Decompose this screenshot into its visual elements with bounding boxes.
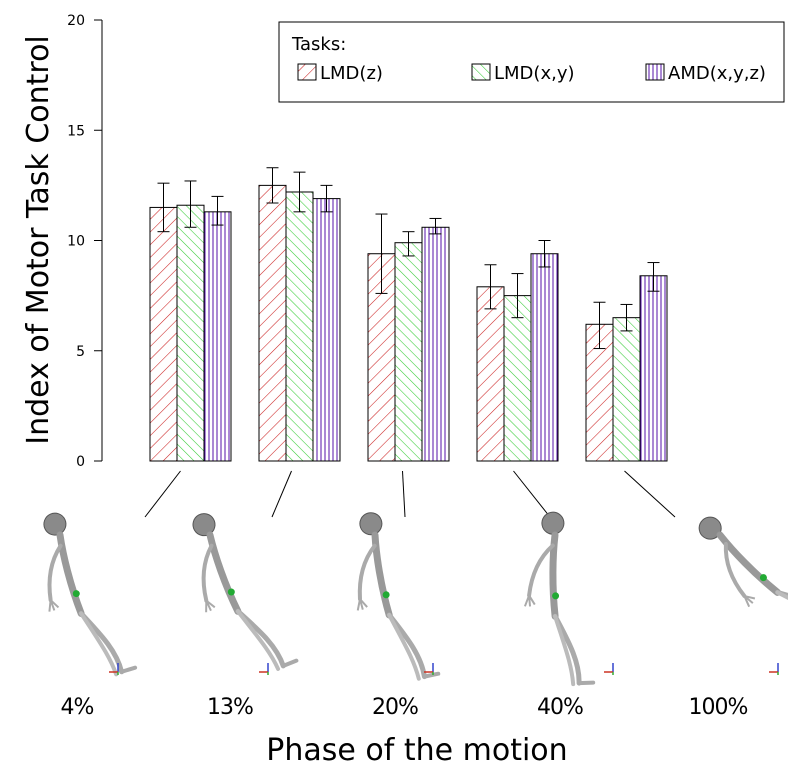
- skeleton-figure-icon: [162, 509, 296, 688]
- phase-labels: 4% 13% 20% 40% 100%: [61, 695, 749, 720]
- bar-AMD(x,y,z)-40%: [530, 253, 559, 462]
- legend: Tasks: LMD(z) LMD(x,y) AMD(x,y,z): [278, 21, 785, 103]
- phase-label: 4%: [61, 695, 94, 720]
- bar-LMD(x,y)-4%: [176, 204, 205, 462]
- pointer-line: [513, 470, 551, 518]
- bar-LMD(x,y)-40%: [503, 295, 532, 462]
- legend-label: LMD(z): [320, 63, 383, 84]
- coordinate-axes-icon: [603, 662, 614, 676]
- skeleton-figure-icon: [328, 509, 439, 692]
- y-tick-label: 10: [67, 234, 85, 250]
- skeleton-illustrations: [12, 509, 788, 692]
- y-axis-ticks: 0 5 10 15 20: [67, 13, 102, 470]
- bar-AMD(x,y,z)-13%: [312, 198, 341, 462]
- bar-LMD(z)-13%: [258, 184, 287, 462]
- legend-swatch: [471, 63, 491, 81]
- legend-swatch: [297, 63, 317, 81]
- phase-label: 20%: [372, 695, 418, 720]
- pointer-line: [624, 470, 676, 518]
- bar-LMD(x,y)-20%: [394, 242, 423, 462]
- y-tick-label: 20: [67, 13, 85, 29]
- coordinate-axes-icon: [768, 662, 779, 676]
- legend-box: [278, 21, 785, 103]
- y-tick-label: 0: [76, 454, 85, 470]
- pointer-line: [402, 470, 406, 518]
- legend-label: AMD(x,y,z): [668, 63, 766, 84]
- x-axis-label: Phase of the motion: [266, 733, 567, 763]
- phase-label: 100%: [689, 695, 748, 720]
- y-tick-label: 5: [76, 344, 85, 360]
- y-axis-label: Index of Motor Task Control: [21, 35, 56, 445]
- bar-LMD(x,y)-13%: [285, 191, 314, 462]
- legend-title: Tasks:: [291, 34, 346, 55]
- legend-swatch: [645, 63, 665, 81]
- bar-AMD(x,y,z)-4%: [203, 211, 232, 462]
- pointer-line: [271, 470, 292, 518]
- coordinate-axes-icon: [258, 662, 269, 676]
- skeleton-figure-icon: [677, 512, 788, 657]
- bar-AMD(x,y,z)-100%: [639, 275, 668, 462]
- y-tick-label: 15: [67, 123, 85, 139]
- skeleton-figure-icon: [12, 509, 135, 690]
- bar-group: [149, 167, 668, 462]
- bar-LMD(z)-40%: [476, 286, 505, 462]
- bar-LMD(z)-4%: [149, 206, 178, 462]
- pointer-line: [144, 470, 181, 518]
- phase-label: 40%: [537, 695, 583, 720]
- bar-AMD(x,y,z)-20%: [421, 226, 450, 462]
- pointer-lines: [144, 470, 676, 518]
- phase-label: 13%: [207, 695, 253, 720]
- skeleton-figure-icon: [510, 510, 594, 692]
- legend-label: LMD(x,y): [494, 63, 575, 84]
- bar-LMD(x,y)-100%: [612, 317, 641, 462]
